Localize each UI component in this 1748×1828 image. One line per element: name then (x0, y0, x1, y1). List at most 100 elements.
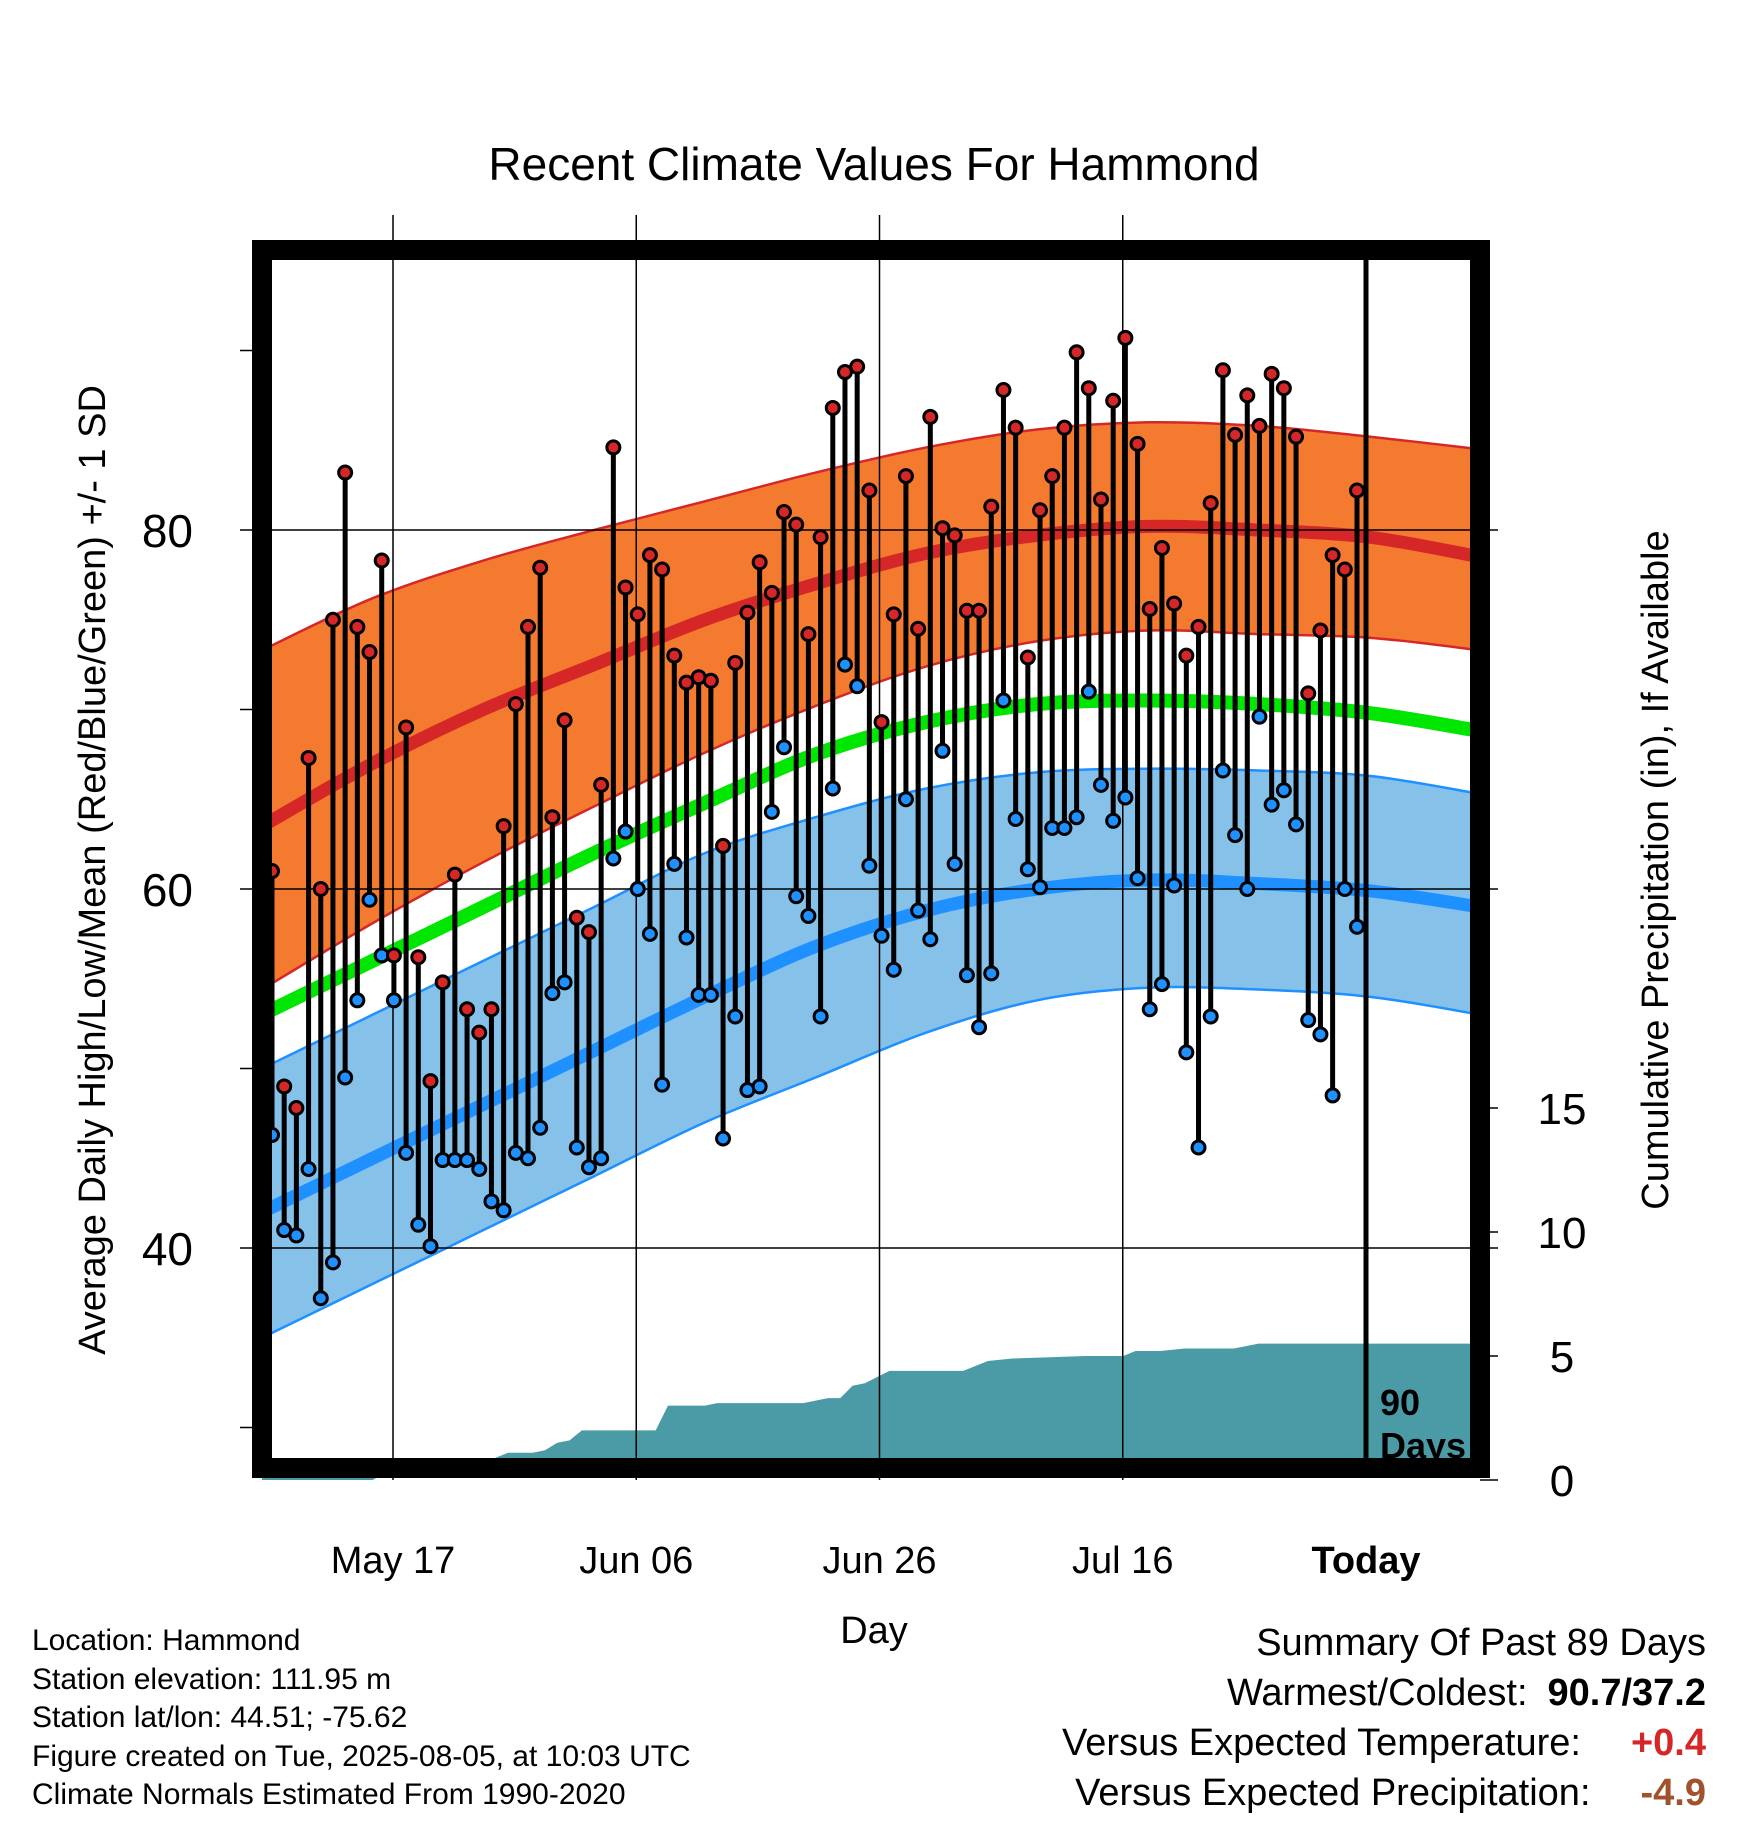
daily-high-point (946, 527, 963, 544)
daily-low-point (1007, 810, 1024, 827)
daily-low-point (1056, 819, 1073, 836)
low-normal-line (259, 873, 1481, 1218)
daily-high-point (910, 620, 927, 637)
daily-low-point (580, 1159, 597, 1176)
daily-high-point (349, 618, 366, 635)
daily-low-point (800, 907, 817, 924)
latlon-line: Station lat/lon: 44.51; -75.62 (32, 1701, 408, 1734)
daily-high-point (1080, 380, 1097, 397)
daily-high-point (1019, 649, 1036, 666)
daily-high-point (824, 399, 841, 416)
daily-high-point (288, 1099, 305, 1116)
high-upper-edge (261, 420, 1481, 652)
daily-low-point (788, 888, 805, 905)
daily-low-point (337, 1069, 354, 1086)
daily-high-point (776, 504, 793, 521)
daily-high-point (763, 584, 780, 601)
daily-high-point (1324, 547, 1341, 564)
daily-high-point (385, 947, 402, 964)
daily-low-point (361, 891, 378, 908)
x-axis-label: Day (840, 1610, 908, 1652)
daily-high-point (459, 1001, 476, 1018)
daily-low-point (763, 803, 780, 820)
daily-high-point (1007, 419, 1024, 436)
daily-low-point (483, 1193, 500, 1210)
daily-high-point (1202, 495, 1219, 512)
daily-low-point (678, 929, 695, 946)
daily-low-point (861, 857, 878, 874)
daily-high-point (800, 626, 817, 643)
daily-low-point (471, 1161, 488, 1178)
daily-low-point (910, 902, 927, 919)
daily-low-point (1251, 708, 1268, 725)
daily-range-bars (269, 337, 1360, 1299)
daily-high-point (654, 561, 671, 578)
daily-high-point (373, 552, 390, 569)
summary-precip-row: Versus Expected Precipitation: -4.9 (1062, 1768, 1706, 1818)
daily-low-point (1349, 918, 1365, 935)
daily-high-point (1068, 344, 1085, 361)
daily-low-point (556, 974, 573, 991)
summary-temp-row: Versus Expected Temperature: +0.4 (1062, 1718, 1706, 1768)
daily-low-point (666, 855, 683, 872)
daily-low-point (1275, 782, 1292, 799)
daily-low-point (1263, 796, 1280, 813)
daily-points (264, 329, 1365, 1307)
location-info: Location: Hammond Station elevation: 111… (32, 1622, 691, 1815)
daily-high-point (300, 749, 317, 766)
daily-low-point (1214, 762, 1231, 779)
daily-low-point (1239, 881, 1256, 897)
daily-low-point (1178, 1044, 1195, 1061)
daily-low-point (983, 965, 1000, 982)
daily-high-point (995, 381, 1012, 398)
daily-low-point (1153, 976, 1170, 993)
precip-label: Versus Expected Precipitation: (1075, 1772, 1591, 1814)
daily-low-point (1141, 1001, 1158, 1018)
daily-high-point (897, 468, 914, 485)
daily-low-point (605, 850, 622, 867)
daily-low-point (702, 986, 719, 1003)
daily-low-point (824, 780, 841, 797)
daily-high-point (885, 606, 902, 623)
summary-title: Summary Of Past 89 Days (1256, 1622, 1706, 1664)
daily-low-point (1227, 827, 1244, 844)
plot-border (252, 240, 1490, 1478)
daily-low-point (568, 1139, 585, 1156)
daily-high-point (1190, 618, 1207, 635)
daily-low-point (422, 1238, 439, 1255)
daily-high-point (934, 520, 951, 537)
daily-low-point (398, 1144, 415, 1161)
daily-low-point (593, 1150, 610, 1167)
y2-tick-label: 5 (1550, 1333, 1574, 1382)
daily-high-point (629, 606, 646, 623)
daily-low-point (1288, 816, 1305, 833)
precip-value: -4.9 (1640, 1772, 1706, 1814)
daily-high-point (398, 719, 415, 736)
elevation-line: Station elevation: 111.95 m (32, 1662, 392, 1696)
daily-high-point (1141, 600, 1158, 617)
y2-tick-label: 0 (1550, 1457, 1574, 1506)
daily-high-point (666, 647, 683, 664)
daily-high-point (276, 1078, 293, 1095)
daily-high-point (1275, 380, 1292, 397)
today-days-label-2: Days (1380, 1425, 1466, 1466)
daily-high-point (1044, 468, 1061, 485)
daily-high-point (922, 408, 939, 425)
daily-high-point (1117, 329, 1134, 346)
today-days-label-1: 90 (1380, 1382, 1420, 1423)
warmest-label: Warmest/Coldest: (1226, 1672, 1528, 1714)
daily-high-point (641, 547, 658, 564)
x-tick-label: Jun 26 (822, 1540, 936, 1582)
daily-low-point (849, 678, 866, 695)
daily-high-point (532, 559, 549, 576)
daily-high-point (568, 909, 585, 926)
daily-high-point (1288, 428, 1305, 445)
daily-low-point (1105, 812, 1122, 829)
daily-high-point (1032, 502, 1049, 519)
precip-area (262, 1343, 1480, 1480)
daily-low-point (715, 1130, 732, 1147)
daily-low-point (727, 1008, 744, 1025)
daily-low-point (629, 881, 646, 897)
daily-low-point (1166, 877, 1183, 894)
daily-high-point (483, 1001, 500, 1018)
